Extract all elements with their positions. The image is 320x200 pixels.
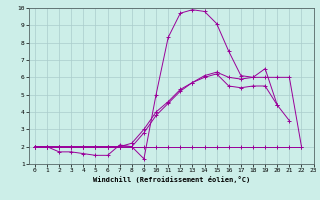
X-axis label: Windchill (Refroidissement éolien,°C): Windchill (Refroidissement éolien,°C) <box>92 176 250 183</box>
